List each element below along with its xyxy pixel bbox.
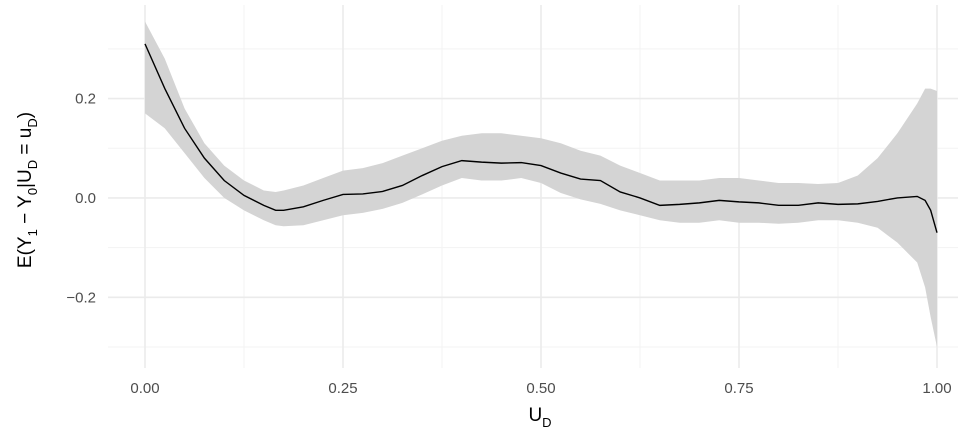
x-tick-label: 0.50 (526, 380, 555, 397)
series-line (144, 43, 938, 233)
x-axis-title-sub: D (542, 415, 551, 430)
x-axis-ticks: 0.00 0.25 0.50 0.75 1.00 (130, 380, 951, 397)
y-axis-title-sub-4: D (25, 118, 40, 127)
y-tick-label: 0.0 (75, 190, 96, 207)
x-axis-title: UD (528, 405, 551, 430)
y-axis-title-part-1: E(Y (15, 236, 36, 268)
y-axis-title-part-4: = u (15, 128, 36, 160)
y-axis-title-sub-3: D (25, 160, 40, 169)
y-axis-ticks: −0.2 0.0 0.2 (66, 91, 96, 307)
y-axis-title-sub-1: 1 (25, 229, 40, 236)
x-tick-label: 0.00 (130, 380, 159, 397)
y-tick-label: −0.2 (66, 289, 96, 306)
x-tick-label: 0.25 (328, 380, 357, 397)
x-tick-label: 1.00 (922, 380, 951, 397)
y-axis-title-part-5: ) (15, 112, 36, 118)
y-axis-title-part-2: − Y (15, 195, 36, 229)
x-tick-label: 0.75 (724, 380, 753, 397)
confidence-band (145, 21, 937, 347)
y-tick-label: 0.2 (75, 91, 96, 108)
y-axis-title: E(Y1 − Y0|UD = uD) (15, 112, 40, 268)
x-axis-title-main: U (528, 405, 542, 426)
y-axis-title-sub-2: 0 (25, 188, 40, 195)
y-axis-title-part-3: |U (15, 169, 36, 188)
